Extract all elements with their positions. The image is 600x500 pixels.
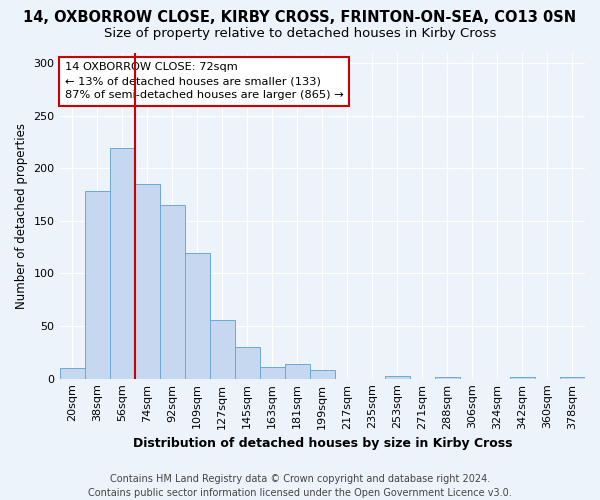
Text: 14, OXBORROW CLOSE, KIRBY CROSS, FRINTON-ON-SEA, CO13 0SN: 14, OXBORROW CLOSE, KIRBY CROSS, FRINTON… [23, 10, 577, 25]
Bar [435, 376, 460, 378]
X-axis label: Distribution of detached houses by size in Kirby Cross: Distribution of detached houses by size … [133, 437, 512, 450]
Bar [260, 367, 285, 378]
Bar [185, 254, 209, 378]
Bar [209, 320, 235, 378]
Bar [235, 347, 260, 378]
Bar [134, 184, 160, 378]
Bar [385, 376, 410, 378]
Bar [310, 370, 335, 378]
Text: 14 OXBORROW CLOSE: 72sqm
← 13% of detached houses are smaller (133)
87% of semi-: 14 OXBORROW CLOSE: 72sqm ← 13% of detach… [65, 62, 343, 100]
Bar [510, 376, 535, 378]
Text: Contains HM Land Registry data © Crown copyright and database right 2024.
Contai: Contains HM Land Registry data © Crown c… [88, 474, 512, 498]
Bar [59, 368, 85, 378]
Bar [560, 376, 585, 378]
Bar [160, 205, 185, 378]
Bar [85, 192, 110, 378]
Y-axis label: Number of detached properties: Number of detached properties [15, 122, 28, 308]
Text: Size of property relative to detached houses in Kirby Cross: Size of property relative to detached ho… [104, 28, 496, 40]
Bar [285, 364, 310, 378]
Bar [110, 148, 134, 378]
